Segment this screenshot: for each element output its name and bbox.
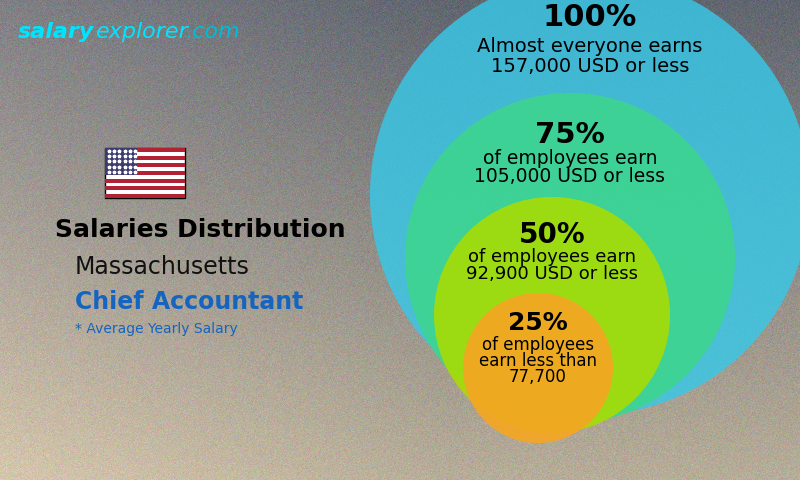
Circle shape	[434, 197, 670, 433]
Text: earn less than: earn less than	[479, 352, 597, 370]
Text: salary: salary	[18, 22, 94, 42]
Text: of employees earn: of employees earn	[468, 248, 636, 266]
Text: explorer: explorer	[96, 22, 189, 42]
Text: 105,000 USD or less: 105,000 USD or less	[474, 168, 666, 187]
Text: .com: .com	[186, 22, 241, 42]
Circle shape	[405, 93, 735, 423]
Bar	[105, 179, 185, 182]
Text: 75%: 75%	[535, 121, 605, 149]
Text: 100%: 100%	[543, 2, 637, 32]
Text: 77,700: 77,700	[509, 368, 567, 386]
FancyBboxPatch shape	[105, 148, 185, 198]
Text: Almost everyone earns: Almost everyone earns	[478, 37, 702, 57]
Bar	[105, 156, 185, 159]
Text: 50%: 50%	[518, 221, 586, 249]
Bar	[105, 163, 185, 167]
Text: of employees earn: of employees earn	[482, 149, 658, 168]
Bar	[105, 171, 185, 175]
Text: Salaries Distribution: Salaries Distribution	[55, 218, 346, 242]
Circle shape	[370, 0, 800, 415]
Circle shape	[463, 293, 613, 443]
Text: Chief Accountant: Chief Accountant	[75, 290, 303, 314]
Text: of employees: of employees	[482, 336, 594, 354]
Text: 25%: 25%	[508, 311, 568, 335]
Bar	[105, 148, 137, 175]
Text: 92,900 USD or less: 92,900 USD or less	[466, 265, 638, 283]
Bar	[105, 148, 185, 152]
Text: * Average Yearly Salary: * Average Yearly Salary	[75, 322, 238, 336]
Text: 157,000 USD or less: 157,000 USD or less	[491, 58, 689, 76]
Bar	[105, 194, 185, 198]
Bar	[105, 186, 185, 190]
Text: Massachusetts: Massachusetts	[75, 255, 250, 279]
